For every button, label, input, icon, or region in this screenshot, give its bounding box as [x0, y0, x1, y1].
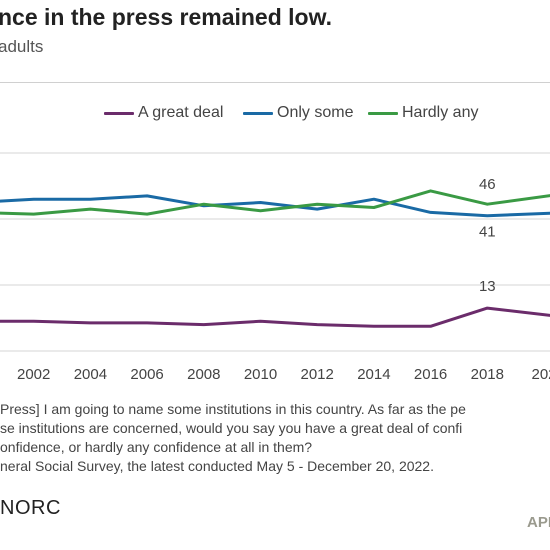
- norc-logo: NORC: [0, 497, 61, 519]
- chart-title: nce in the press remained low.: [0, 4, 333, 30]
- x-tick-label: 2004: [74, 366, 107, 383]
- legend-swatch-hardly-any: [368, 111, 398, 115]
- x-tick-label: 2002: [17, 366, 50, 383]
- legend-item-great-deal: A great deal: [104, 104, 223, 122]
- x-tick-label: 2016: [414, 366, 447, 383]
- series-line-hardly-any: [0, 189, 550, 216]
- x-tick-label: 2008: [187, 366, 220, 383]
- legend-label-great-deal: A great deal: [138, 104, 224, 121]
- chart-note: Press] I am going to name some instituti…: [0, 400, 550, 476]
- ap-logo: API: [527, 514, 550, 531]
- legend-swatch-only-some: [243, 111, 273, 115]
- data-label: 46: [479, 176, 496, 193]
- legend-swatch-great-deal: [104, 111, 134, 115]
- legend-item-only-some: Only some: [243, 104, 353, 122]
- note-line: neral Social Survey, the latest conducte…: [0, 458, 434, 474]
- note-line: onfidence, or hardly any confidence at a…: [0, 439, 313, 455]
- header-divider: [0, 82, 550, 83]
- data-label: 13: [479, 278, 496, 295]
- note-line: Press] I am going to name some instituti…: [0, 401, 466, 417]
- series-line-a-great-deal: [0, 306, 550, 328]
- line-chart: 2002 2004 2006 2008 2010 2012 2014 2016 2018 202 1…: [0, 152, 550, 383]
- x-tick-label: 2010: [244, 366, 277, 383]
- chart-subtitle: adults: [0, 37, 44, 56]
- legend-item-hardly-any: Hardly any: [368, 104, 478, 122]
- x-tick-label: 2018: [471, 366, 504, 383]
- x-tick-label: 202: [531, 366, 550, 383]
- x-tick-label: 2006: [130, 366, 163, 383]
- x-tick-label: 2014: [357, 366, 390, 383]
- x-tick-label: 2012: [301, 366, 334, 383]
- legend-label-only-some: Only some: [277, 104, 354, 121]
- data-label: 41: [479, 224, 496, 241]
- chart-legend: A great deal Only some Hardly any: [0, 104, 550, 128]
- legend-label-hardly-any: Hardly any: [402, 104, 479, 121]
- note-line: se institutions are concerned, would you…: [0, 420, 463, 436]
